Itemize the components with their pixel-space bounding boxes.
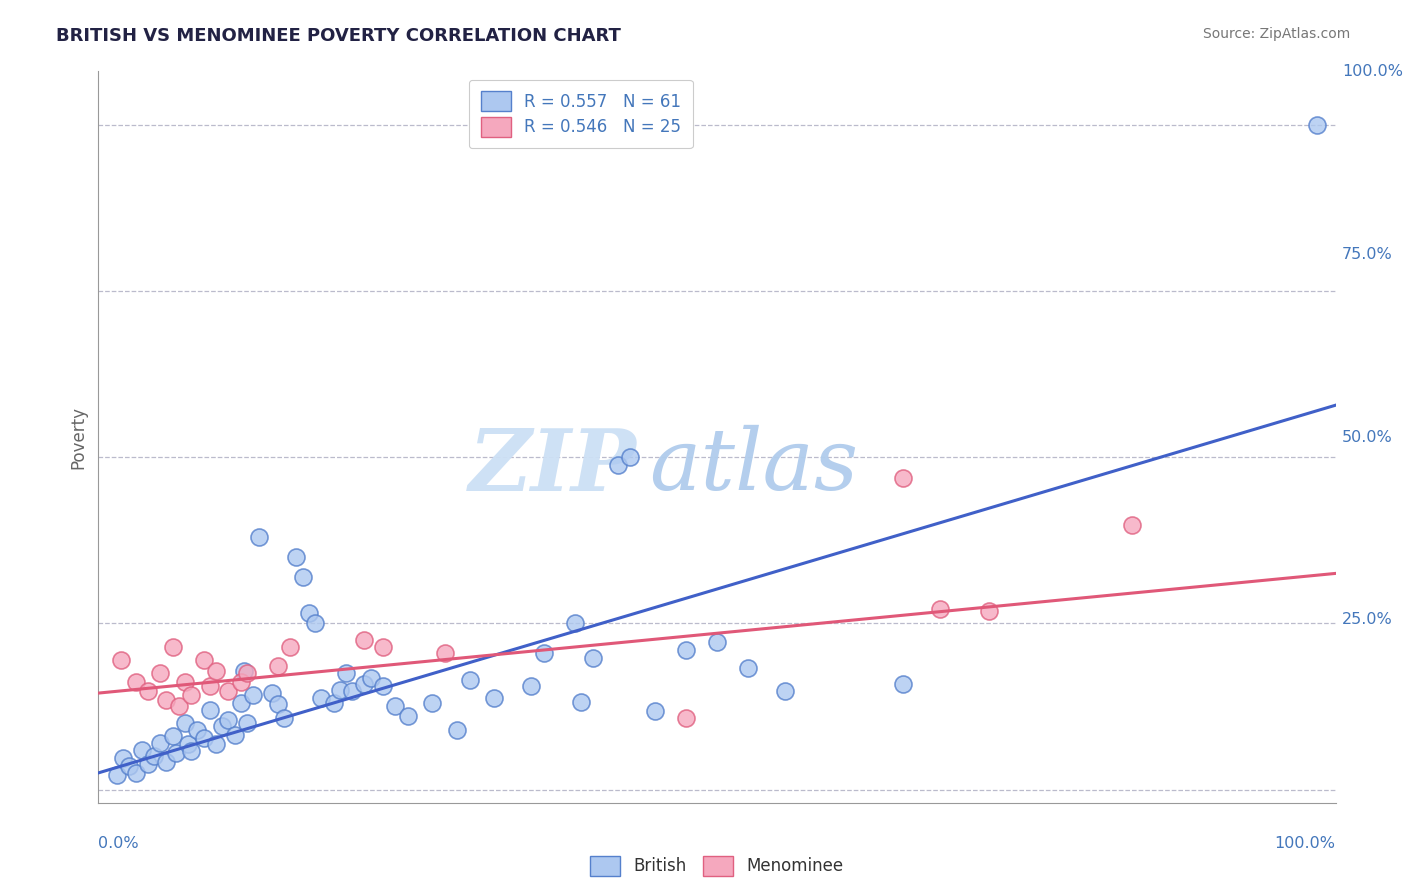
- Point: [247, 530, 270, 544]
- Text: ZIP: ZIP: [468, 425, 637, 508]
- Point: [193, 653, 215, 667]
- Point: [176, 737, 198, 751]
- Point: [706, 635, 728, 649]
- Point: [309, 690, 332, 705]
- Point: [149, 666, 172, 681]
- Point: [298, 607, 321, 621]
- Point: [229, 696, 252, 710]
- Text: 100.0%: 100.0%: [1275, 836, 1336, 851]
- Point: [773, 684, 796, 698]
- Text: Source: ZipAtlas.com: Source: ZipAtlas.com: [1202, 27, 1350, 41]
- Point: [329, 682, 352, 697]
- Point: [174, 674, 197, 689]
- Point: [458, 673, 481, 687]
- Point: [371, 680, 394, 694]
- Point: [162, 729, 184, 743]
- Point: [644, 704, 666, 718]
- Point: [267, 659, 290, 673]
- Point: [155, 692, 177, 706]
- Point: [131, 742, 153, 756]
- Point: [167, 699, 190, 714]
- Point: [124, 674, 146, 689]
- Point: [112, 750, 135, 764]
- Point: [891, 677, 914, 691]
- Y-axis label: Poverty: Poverty: [69, 406, 87, 468]
- Point: [675, 711, 697, 725]
- Point: [340, 684, 363, 698]
- Point: [180, 744, 202, 758]
- Point: [360, 671, 382, 685]
- Point: [180, 688, 202, 702]
- Point: [198, 680, 221, 694]
- Point: [155, 755, 177, 769]
- Point: [928, 601, 950, 615]
- Point: [136, 757, 159, 772]
- Legend: British, Menominee: British, Menominee: [583, 850, 851, 882]
- Text: 25.0%: 25.0%: [1341, 613, 1392, 627]
- Point: [236, 666, 259, 681]
- Point: [217, 684, 239, 698]
- Point: [149, 736, 172, 750]
- Point: [273, 711, 295, 725]
- Point: [193, 731, 215, 745]
- Point: [1121, 517, 1143, 532]
- Point: [205, 737, 228, 751]
- Text: 100.0%: 100.0%: [1341, 64, 1403, 78]
- Point: [211, 719, 233, 733]
- Text: BRITISH VS MENOMINEE POVERTY CORRELATION CHART: BRITISH VS MENOMINEE POVERTY CORRELATION…: [56, 27, 621, 45]
- Point: [891, 471, 914, 485]
- Point: [260, 686, 283, 700]
- Point: [285, 549, 308, 564]
- Point: [569, 695, 592, 709]
- Point: [205, 664, 228, 678]
- Point: [396, 709, 419, 723]
- Point: [371, 640, 394, 654]
- Point: [105, 768, 128, 782]
- Point: [422, 696, 444, 710]
- Point: [520, 680, 543, 694]
- Point: [353, 677, 375, 691]
- Point: [675, 643, 697, 657]
- Point: [165, 746, 187, 760]
- Point: [304, 616, 326, 631]
- Text: 75.0%: 75.0%: [1341, 247, 1392, 261]
- Text: 50.0%: 50.0%: [1341, 430, 1392, 444]
- Point: [143, 749, 166, 764]
- Point: [582, 650, 605, 665]
- Point: [136, 684, 159, 698]
- Point: [242, 688, 264, 702]
- Point: [186, 723, 208, 737]
- Point: [229, 674, 252, 689]
- Point: [737, 661, 759, 675]
- Point: [278, 640, 301, 654]
- Point: [1306, 118, 1329, 132]
- Point: [384, 699, 406, 714]
- Point: [217, 713, 239, 727]
- Point: [619, 450, 641, 464]
- Point: [118, 759, 141, 773]
- Point: [236, 716, 259, 731]
- Point: [233, 664, 256, 678]
- Point: [564, 616, 586, 631]
- Point: [335, 666, 357, 681]
- Text: 0.0%: 0.0%: [98, 836, 139, 851]
- Point: [224, 728, 246, 742]
- Point: [433, 646, 456, 660]
- Text: atlas: atlas: [650, 425, 858, 508]
- Point: [353, 632, 375, 647]
- Point: [124, 765, 146, 780]
- Point: [322, 696, 344, 710]
- Point: [198, 703, 221, 717]
- Point: [607, 458, 630, 472]
- Point: [162, 640, 184, 654]
- Point: [446, 723, 468, 737]
- Point: [291, 570, 314, 584]
- Point: [110, 653, 132, 667]
- Point: [174, 716, 197, 731]
- Point: [979, 604, 1001, 618]
- Point: [267, 698, 290, 712]
- Point: [484, 690, 506, 705]
- Point: [533, 646, 555, 660]
